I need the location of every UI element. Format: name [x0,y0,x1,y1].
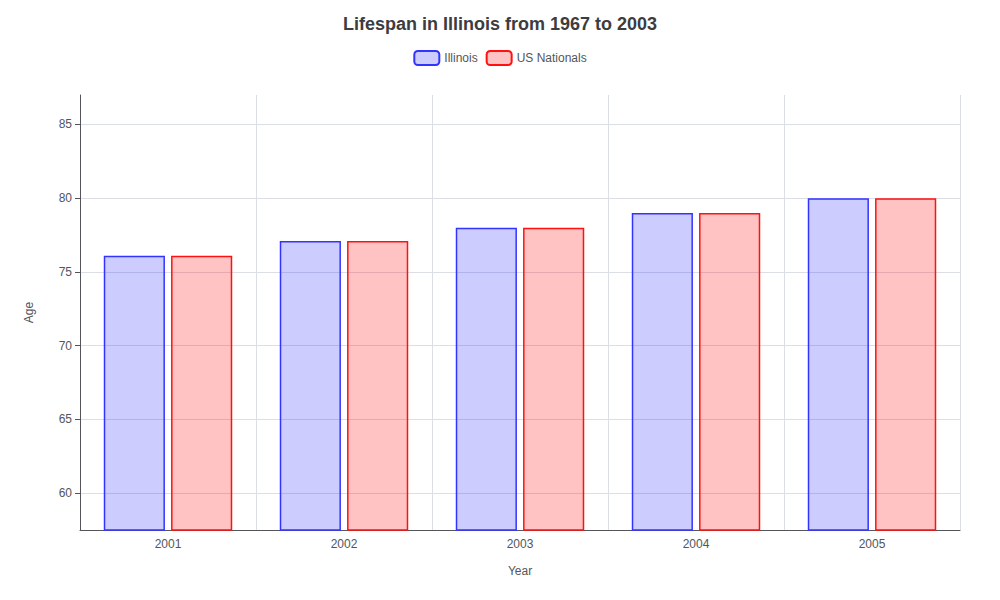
svg-text:65: 65 [59,412,73,426]
svg-text:US Nationals: US Nationals [517,51,587,65]
svg-text:2003: 2003 [507,537,534,551]
svg-text:80: 80 [59,191,73,205]
svg-text:2004: 2004 [683,537,710,551]
svg-text:Lifespan in Illinois from 1967: Lifespan in Illinois from 1967 to 2003 [343,14,657,34]
svg-text:Age: Age [22,302,36,324]
svg-text:2005: 2005 [859,537,886,551]
svg-text:2002: 2002 [331,537,358,551]
svg-text:70: 70 [59,339,73,353]
svg-text:2001: 2001 [155,537,182,551]
svg-text:75: 75 [59,265,73,279]
svg-text:Year: Year [508,564,532,578]
svg-text:Illinois: Illinois [444,51,477,65]
svg-text:60: 60 [59,486,73,500]
svg-text:85: 85 [59,117,73,131]
